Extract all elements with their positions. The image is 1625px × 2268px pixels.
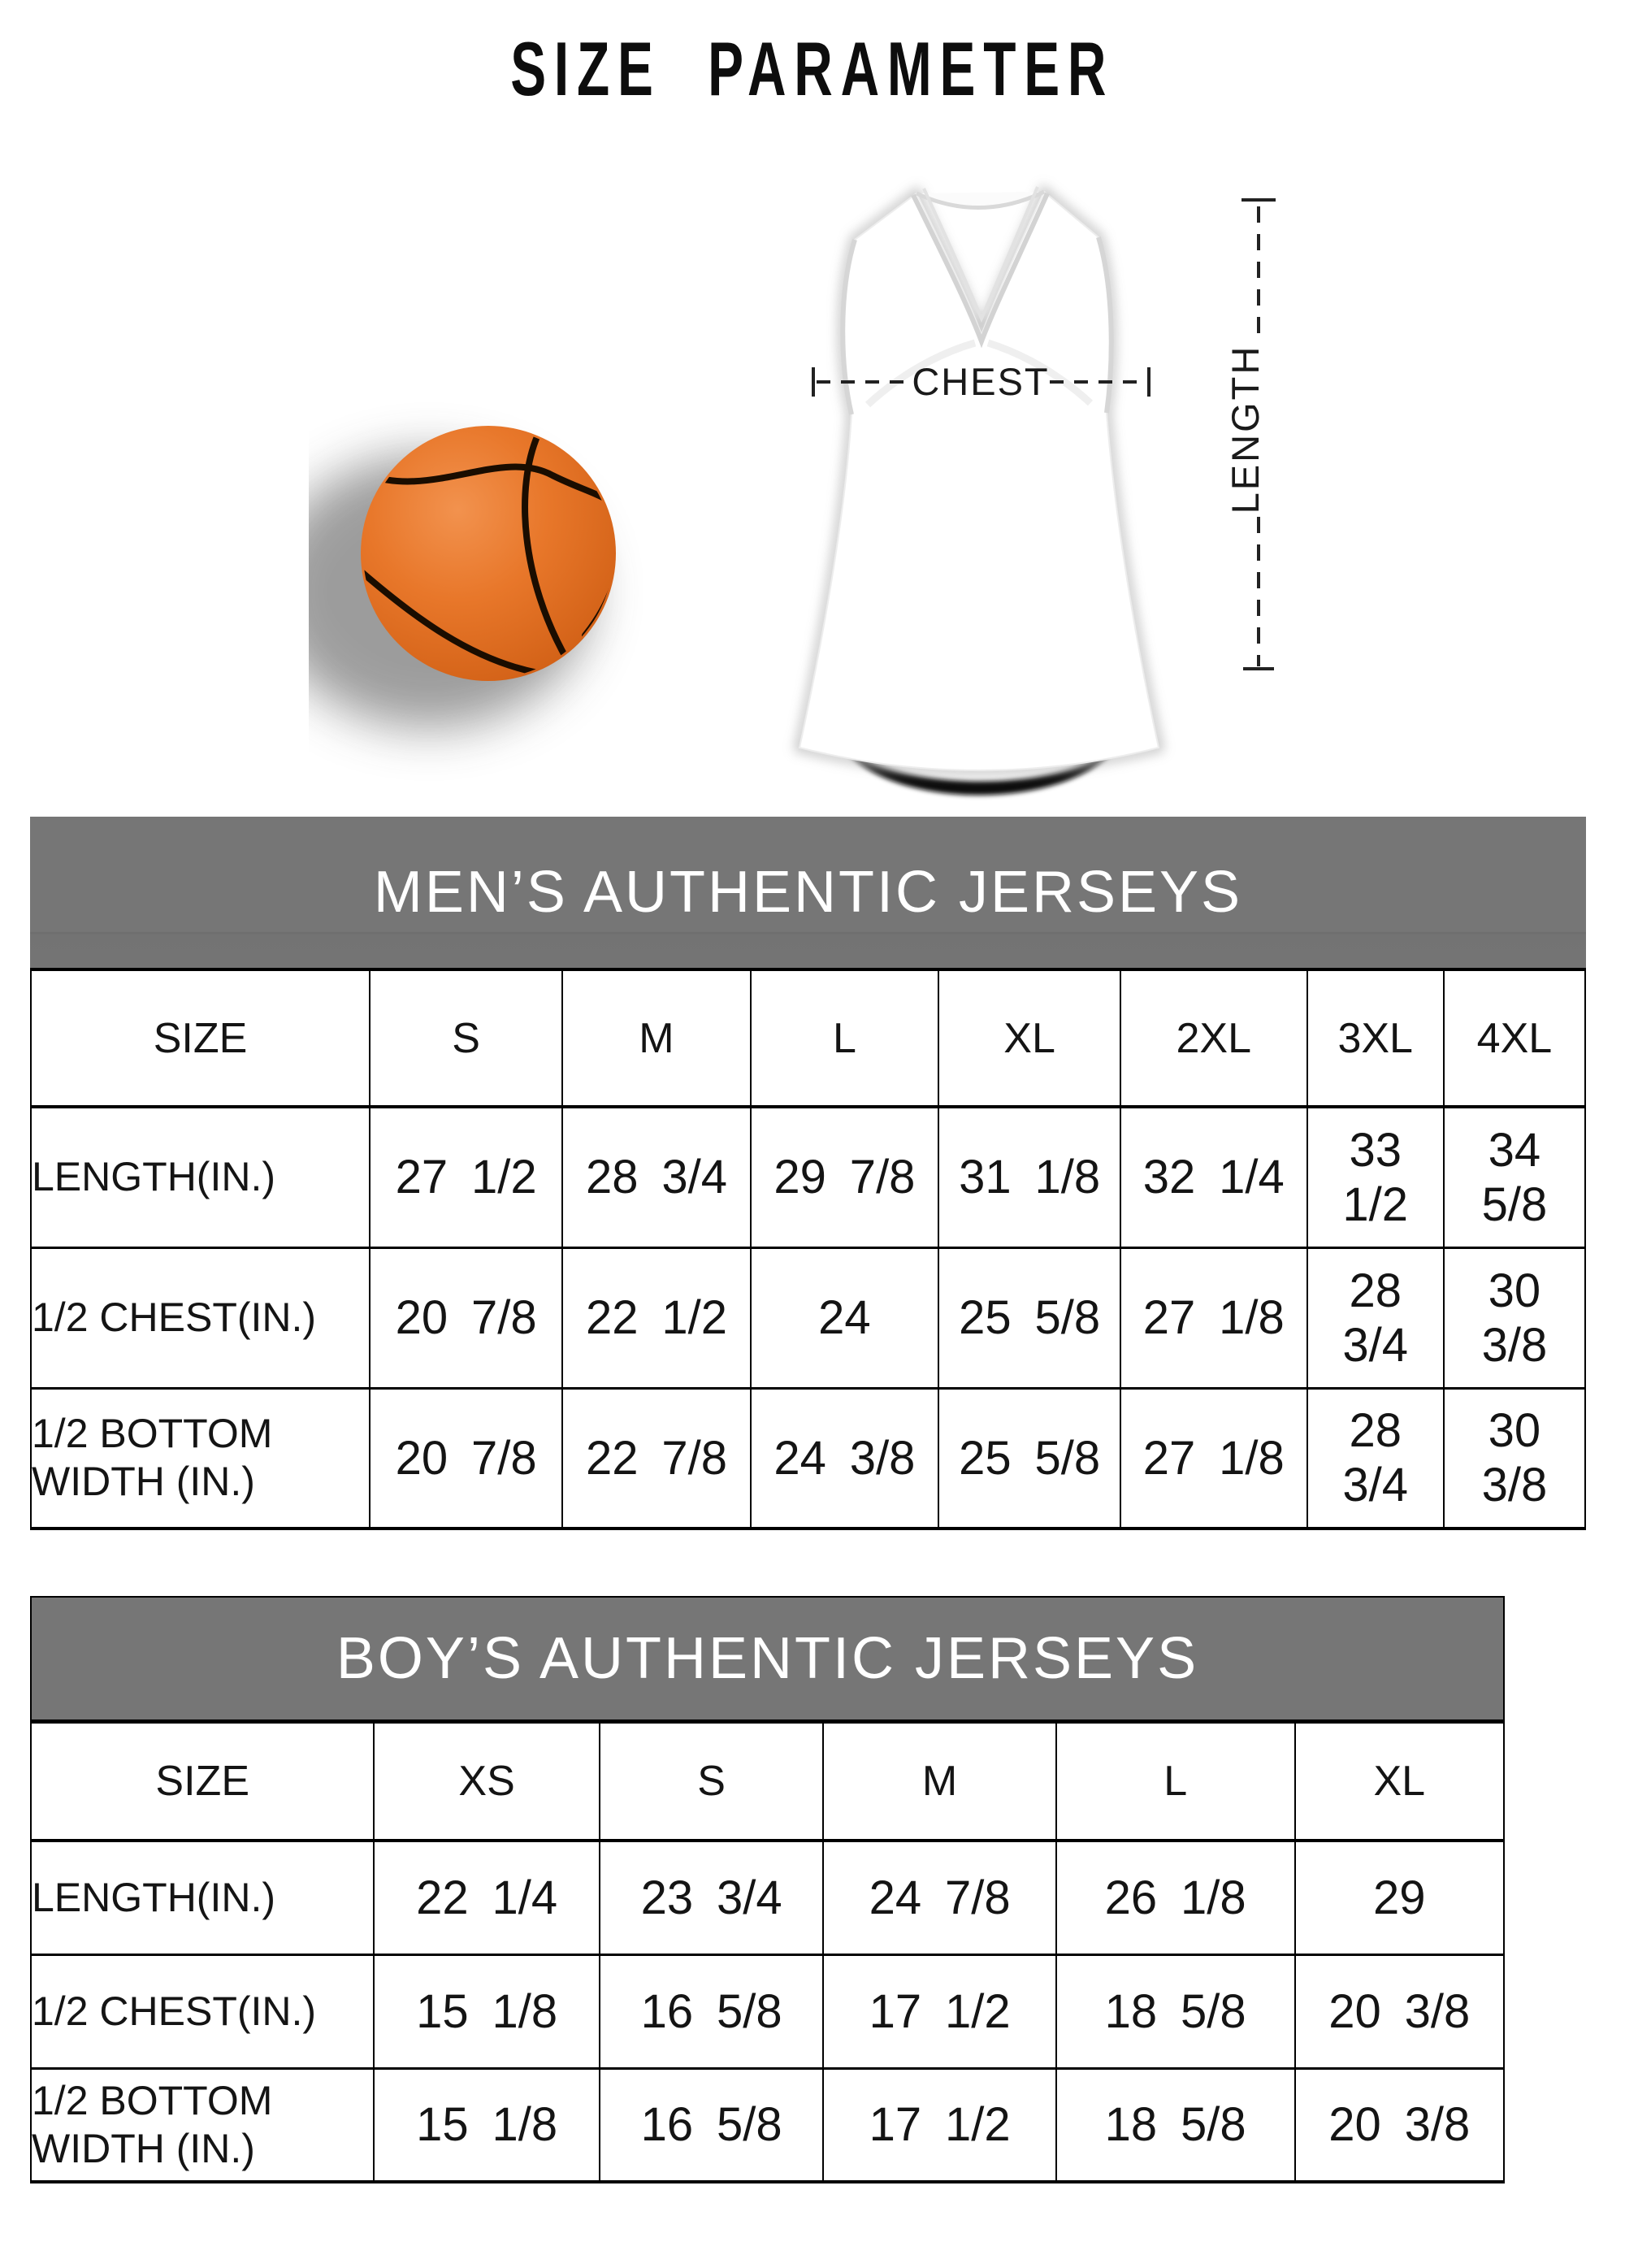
measurement-value-cell: 22 1/4 <box>373 1839 600 1954</box>
jersey-hem-shadow <box>838 739 1121 796</box>
measurement-value-cell: 28 3/4 <box>561 1105 751 1247</box>
size-column-2xl: 2XL <box>1119 970 1307 1108</box>
measurement-value-cell: 24 7/8 <box>822 1839 1056 1954</box>
measurement-value-cell: 22 7/8 <box>561 1386 751 1529</box>
measurement-label-cell: 1/2 CHEST(IN.) <box>31 1953 375 2068</box>
table-row: 1/2 CHEST(IN.) 20 7/8 22 1/2 24 25 5/8 27 1/8… <box>31 1246 1585 1388</box>
size-column-l: L <box>749 970 939 1108</box>
boys-size-table: SIZE XS S M L XL LENGTH(IN.) 22 1/4 23 3/4 24 7/8… <box>30 1722 1505 2183</box>
chest-label: CHEST <box>912 360 1049 403</box>
measurement-value-cell: 27 1/2 <box>369 1105 563 1247</box>
page-title-row: SIZE PARAMETER <box>0 26 1625 111</box>
measurement-value-cell: 20 7/8 <box>369 1246 563 1388</box>
size-column-xs: XS <box>373 1723 600 1842</box>
measurement-value-cell: 29 <box>1294 1839 1504 1954</box>
jersey-icon <box>793 184 1165 796</box>
size-column-4xl: 4XL <box>1442 970 1585 1108</box>
measurement-value-cell: 22 1/2 <box>561 1246 751 1388</box>
measurement-value-cell: 20 7/8 <box>369 1386 563 1529</box>
page-title: SIZE PARAMETER <box>510 26 1115 111</box>
measurement-value-cell: 30 3/8 <box>1442 1246 1585 1388</box>
measurement-value-cell: 20 3/8 <box>1294 1953 1504 2068</box>
size-column-m: M <box>822 1723 1056 1842</box>
measurement-value-cell: 24 <box>749 1246 939 1388</box>
measurement-value-cell: 27 1/8 <box>1119 1386 1307 1529</box>
size-header-cell: SIZE <box>31 970 370 1108</box>
basketball-icon <box>361 426 616 681</box>
size-column-l: L <box>1055 1723 1295 1842</box>
measurement-value-cell: 16 5/8 <box>598 2066 824 2182</box>
measurement-value-cell: 32 1/4 <box>1119 1105 1307 1247</box>
measurement-value-cell: 27 1/8 <box>1119 1246 1307 1388</box>
size-column-m: M <box>561 970 751 1108</box>
measurement-value-cell: 18 5/8 <box>1055 1953 1295 2068</box>
measurement-value-cell: 25 5/8 <box>938 1246 1120 1388</box>
size-header-cell: SIZE <box>31 1723 375 1842</box>
mens-size-table: SIZE S M L XL 2XL 3XL 4XL LENGTH(IN.) 27 1/2 28 3/… <box>30 969 1586 1530</box>
size-column-s: S <box>369 970 563 1108</box>
size-column-s: S <box>598 1723 824 1842</box>
table-row: LENGTH(IN.) 27 1/2 28 3/4 29 7/8 31 1/8 32 1/… <box>31 1105 1585 1247</box>
measurement-value-cell: 17 1/2 <box>822 2066 1056 2182</box>
measurement-value-cell: 33 1/2 <box>1306 1105 1444 1247</box>
measurement-value-cell: 31 1/8 <box>938 1105 1120 1247</box>
measurement-value-cell: 29 7/8 <box>749 1105 939 1247</box>
measurement-label-cell: 1/2 BOTTOM WIDTH (IN.) <box>31 2066 375 2182</box>
table-row: 1/2 BOTTOM WIDTH (IN.) 15 1/8 16 5/8 17 1/2… <box>31 2066 1504 2182</box>
measurement-value-cell: 20 3/8 <box>1294 2066 1504 2182</box>
table-row: LENGTH(IN.) 22 1/4 23 3/4 24 7/8 26 1/8 29 <box>31 1839 1504 1954</box>
length-label: LENGTH <box>1224 345 1267 514</box>
measurement-value-cell: 15 1/8 <box>373 2066 600 2182</box>
measurement-label-cell: LENGTH(IN.) <box>31 1105 370 1247</box>
measurement-value-cell: 34 5/8 <box>1442 1105 1585 1247</box>
measurement-diagram: CHEST LENGTH <box>309 98 1365 804</box>
measurement-label-cell: 1/2 BOTTOM WIDTH (IN.) <box>31 1386 370 1529</box>
table-row: 1/2 BOTTOM WIDTH (IN.) 20 7/8 22 7/8 24 3/8… <box>31 1386 1585 1529</box>
measurement-value-cell: 26 1/8 <box>1055 1839 1295 1954</box>
size-column-xl: XL <box>1294 1723 1504 1842</box>
chest-measure-line <box>812 367 1150 397</box>
measurement-value-cell: 28 3/4 <box>1306 1386 1444 1529</box>
table-row: 1/2 CHEST(IN.) 15 1/8 16 5/8 17 1/2 18 5/8 20… <box>31 1953 1504 2068</box>
measurement-value-cell: 17 1/2 <box>822 1953 1056 2068</box>
length-measure-line <box>1242 198 1276 670</box>
measurement-label-cell: LENGTH(IN.) <box>31 1839 375 1954</box>
measurement-value-cell: 15 1/8 <box>373 1953 600 2068</box>
measurement-value-cell: 25 5/8 <box>938 1386 1120 1529</box>
measurement-value-cell: 24 3/8 <box>749 1386 939 1529</box>
measurement-value-cell: 30 3/8 <box>1442 1386 1585 1529</box>
measurement-value-cell: 16 5/8 <box>598 1953 824 2068</box>
mens-table-title: MEN’S AUTHENTIC JERSEYS <box>373 860 1243 925</box>
measurement-label-cell: 1/2 CHEST(IN.) <box>31 1246 370 1388</box>
boys-size-section: BOY’S AUTHENTIC JERSEYS SIZE XS S M L XL LENGT… <box>30 1596 1505 2183</box>
measurement-value-cell: 28 3/4 <box>1306 1246 1444 1388</box>
mens-size-section: MEN’S AUTHENTIC JERSEYS SIZE S M L XL 2XL 3XL 4… <box>30 817 1586 1530</box>
measurement-value-cell: 23 3/4 <box>598 1839 824 1954</box>
measurement-value-cell: 18 5/8 <box>1055 2066 1295 2182</box>
boys-table-title-band: BOY’S AUTHENTIC JERSEYS <box>30 1596 1505 1722</box>
size-column-3xl: 3XL <box>1306 970 1444 1108</box>
boys-table-title: BOY’S AUTHENTIC JERSEYS <box>336 1626 1199 1691</box>
diagram-svg: CHEST LENGTH <box>309 184 1276 796</box>
size-column-xl: XL <box>938 970 1120 1108</box>
mens-table-title-band: MEN’S AUTHENTIC JERSEYS <box>30 817 1586 969</box>
